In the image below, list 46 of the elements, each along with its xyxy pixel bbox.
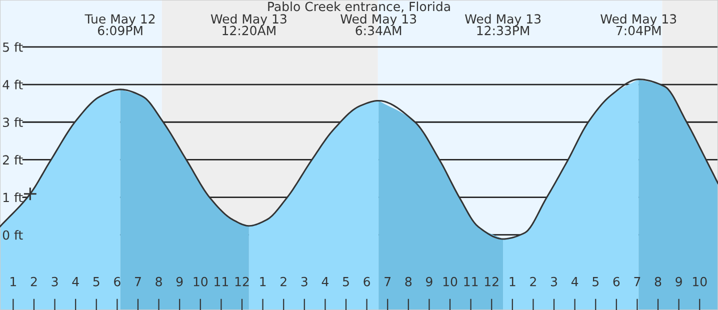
x-tick-label: 4 <box>72 277 79 286</box>
annotation: Wed May 13 6:34AM <box>340 14 416 36</box>
y-tick-label: 3 ft <box>3 117 23 128</box>
annotation: Wed May 13 12:33PM <box>464 14 541 36</box>
annotation: Tue May 12 6:09PM <box>84 14 155 36</box>
chart-title: Pablo Creek entrance, Florida <box>268 2 450 12</box>
x-tick-label: 11 <box>464 277 478 286</box>
y-tick-label: 4 ft <box>2 80 23 90</box>
x-tick-label: 4 <box>322 277 328 286</box>
x-tick-label: 1 <box>10 277 16 286</box>
x-tick-label: 7 <box>634 277 640 286</box>
x-tick-label: 9 <box>426 276 432 286</box>
annotation: Wed May 13 12:20AM <box>210 14 286 36</box>
x-tick-label: 7 <box>135 277 141 286</box>
x-tick-label: 12 <box>485 276 498 286</box>
x-tick-label: 2 <box>30 276 37 286</box>
x-tick-label: 10 <box>693 276 707 286</box>
x-tick-label: 3 <box>52 276 58 286</box>
x-tick-label: 6 <box>613 276 620 286</box>
x-tick-label: 1 <box>510 277 516 286</box>
x-tick-label: 8 <box>405 276 412 286</box>
x-tick-label: 5 <box>93 277 100 286</box>
x-tick-label: 6 <box>364 276 370 286</box>
y-tick-label: 1 ft <box>3 192 23 202</box>
y-tick-label: 5 ft <box>3 42 23 52</box>
x-tick-label: 11 <box>214 277 228 286</box>
x-tick-label: 8 <box>654 276 662 286</box>
x-tick-label: 4 <box>571 277 578 286</box>
x-tick-label: 2 <box>280 276 286 286</box>
x-tick-label: 9 <box>176 276 183 286</box>
x-tick-label: 3 <box>550 276 557 286</box>
x-tick-label: 3 <box>301 276 308 286</box>
x-tick-label: 6 <box>114 276 120 286</box>
x-tick-label: 9 <box>676 276 682 286</box>
x-tick-label: 5 <box>342 277 349 286</box>
y-tick-label: 2 ft <box>3 154 23 164</box>
x-tick-label: 1 <box>260 277 266 286</box>
x-tick-label: 5 <box>592 277 598 286</box>
x-tick-label: 7 <box>384 277 391 286</box>
x-tick-label: 2 <box>530 276 536 286</box>
annotation: Wed May 13 7:04PM <box>600 14 676 36</box>
x-tick-label: 12 <box>235 276 249 286</box>
x-tick-label: 10 <box>443 276 458 286</box>
x-tick-label: 10 <box>194 276 208 286</box>
y-tick-label: 0 ft <box>2 230 23 240</box>
x-tick-label: 8 <box>156 276 162 286</box>
